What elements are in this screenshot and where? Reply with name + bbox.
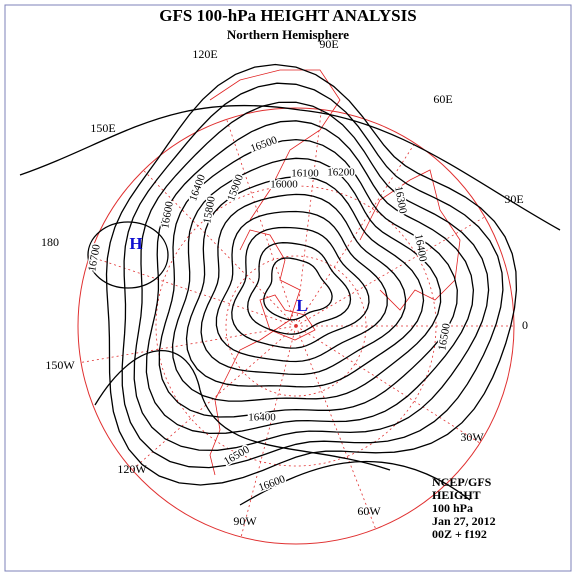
contour (87, 221, 169, 289)
longitude-label: 60E (433, 92, 452, 106)
info-line: NCEP/GFS (432, 475, 492, 489)
contour (185, 176, 425, 388)
longitude-label: 150E (90, 121, 115, 135)
contour (239, 460, 471, 506)
info-line: Jan 27, 2012 (432, 514, 496, 528)
meridian (295, 325, 481, 444)
contour (247, 242, 352, 335)
coastline (359, 169, 461, 311)
longitude-label: 60W (357, 504, 381, 518)
longitude-label: 30W (460, 430, 484, 444)
title: GFS 100-hPa HEIGHT ANALYSIS (159, 6, 416, 25)
longitude-label: 120W (117, 462, 147, 476)
contour (121, 82, 504, 469)
subtitle: Northern Hemisphere (227, 27, 349, 42)
contour (200, 193, 407, 376)
high-center: H (129, 234, 142, 253)
info-line: 00Z + f192 (432, 527, 487, 541)
longitude-label: 0 (522, 318, 528, 332)
meridian (295, 216, 485, 327)
meridian (143, 169, 297, 327)
frame (4, 4, 572, 572)
map-boundary (77, 107, 515, 545)
longitude-label: 150W (45, 358, 75, 372)
contour (105, 63, 518, 486)
parallel (225, 255, 367, 397)
contour (19, 104, 561, 231)
contour (263, 257, 333, 321)
meridian (131, 325, 297, 471)
contour-label: 16200 (327, 167, 355, 179)
longitude-label: 90W (233, 514, 257, 528)
parallel (155, 185, 437, 467)
contour (158, 138, 458, 418)
coastline (259, 294, 316, 341)
coastline (209, 229, 301, 476)
contour (171, 157, 442, 402)
low-center: L (296, 296, 307, 315)
contour (231, 226, 370, 349)
contour-label: 16100 (291, 168, 319, 180)
longitude-label: 30E (504, 192, 523, 206)
contour (133, 101, 490, 451)
longitude-label: 90E (319, 37, 338, 51)
contour-label: 16000 (270, 179, 298, 191)
coastline (209, 69, 341, 221)
coastlines (209, 69, 461, 476)
contour (94, 349, 391, 471)
contour-label: 16400 (248, 412, 276, 424)
info-line: 100 hPa (432, 501, 473, 515)
meridian (226, 119, 297, 327)
contours (19, 63, 561, 506)
meridian (295, 143, 416, 327)
contour (145, 120, 475, 435)
meridian (80, 325, 297, 363)
info-line: HEIGHT (432, 488, 481, 502)
longitude-label: 180 (41, 235, 59, 249)
contour (215, 210, 388, 363)
longitude-label: 120E (192, 47, 217, 61)
